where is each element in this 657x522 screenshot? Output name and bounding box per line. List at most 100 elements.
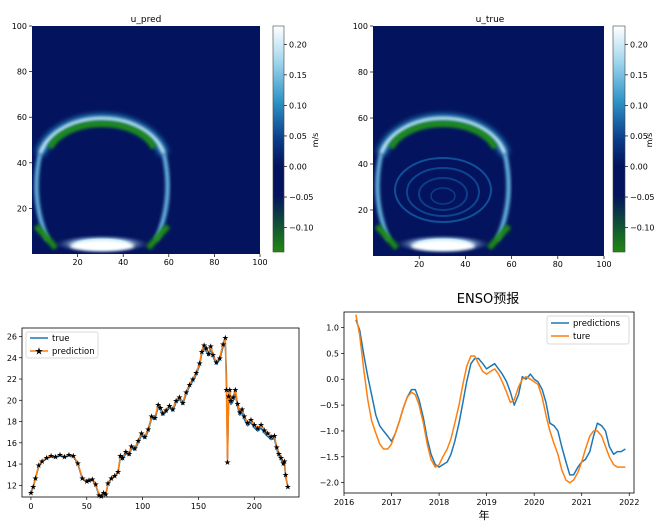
- x-axis-ticks: 0 50 100 150 200: [28, 497, 262, 511]
- prediction-marker: ★: [223, 386, 230, 395]
- prediction-marker: ★: [273, 443, 280, 452]
- x-tick-label: 200: [247, 502, 262, 511]
- prediction-marker: ★: [254, 424, 261, 433]
- x-tick-label: 40: [118, 258, 128, 267]
- y-axis-ticks: 20 40 60 80 100: [12, 22, 32, 213]
- series-line-ture: [355, 314, 626, 484]
- y-tick-label: −1.0: [320, 427, 339, 436]
- y-tick-label: 26: [7, 333, 17, 342]
- legend-label-predictions: predictions: [573, 319, 621, 329]
- series-line-true: [30, 342, 289, 498]
- heatmap-title: u_true: [476, 15, 505, 25]
- prediction-marker: ★: [281, 457, 288, 466]
- prediction-marker: ★: [135, 437, 142, 446]
- y-tick-label: 18: [7, 418, 17, 427]
- prediction-marker: ★: [131, 444, 138, 453]
- x-tick-label: 20: [73, 258, 83, 267]
- prediction-marker: ★: [234, 399, 241, 408]
- prediction-marker: ★: [232, 386, 239, 395]
- x-tick-label: 2020: [524, 498, 544, 507]
- prediction-marker: ★: [241, 412, 248, 421]
- prediction-marker: ★: [169, 405, 176, 414]
- colorbar-label: m/s: [311, 133, 320, 148]
- prediction-marker: ★: [83, 477, 90, 486]
- colorbar-ticks: 0.20 0.15 0.10 0.05 0.00 −0.05 −0.10: [625, 40, 655, 233]
- prediction-marker: ★: [216, 354, 223, 363]
- x-tick-label: 2021: [572, 498, 592, 507]
- prediction-marker: ★: [104, 479, 111, 488]
- prediction-marker: ★: [65, 450, 72, 459]
- prediction-marker: ★: [280, 459, 287, 468]
- prediction-marker: ★: [244, 419, 251, 428]
- prediction-marker: ★: [102, 490, 109, 499]
- x-axis-ticks: 2016 2017 2018 2019 2020 2021 2022: [334, 493, 639, 507]
- colorbar-tick-label: 0.20: [630, 40, 648, 49]
- prediction-marker: ★: [35, 461, 42, 470]
- series-lines: [355, 314, 626, 484]
- x-tick-label: 2019: [476, 498, 496, 507]
- prediction-marker: ★: [159, 409, 166, 418]
- prediction-marker: ★: [247, 415, 254, 424]
- prediction-marker: ★: [225, 392, 232, 401]
- prediction-marker: ★: [100, 489, 107, 498]
- y-tick-label: 20: [17, 204, 27, 213]
- y-tick-label: 20: [358, 206, 368, 215]
- prediction-marker: ★: [151, 413, 158, 422]
- x-tick-label: 20: [414, 260, 424, 269]
- prediction-marker: ★: [257, 421, 264, 430]
- x-tick-label: 2016: [334, 498, 354, 507]
- prediction-marker: ★: [85, 476, 92, 485]
- prediction-marker: ★: [56, 450, 63, 459]
- prediction-marker: ★: [251, 421, 258, 430]
- legend: predictions ture: [546, 315, 630, 345]
- y-tick-label: 20: [7, 396, 17, 405]
- x-tick-label: 100: [252, 258, 267, 267]
- colorbar-tick-label: −0.05: [630, 193, 655, 202]
- x-tick-label: 2018: [429, 498, 449, 507]
- y-axis-ticks: 20 40 60 80 100: [353, 22, 373, 215]
- prediction-marker: ★: [284, 482, 291, 491]
- colorbar-tick-label: 0.00: [289, 162, 307, 171]
- legend: true ★ prediction: [25, 331, 99, 359]
- y-tick-label: 60: [358, 114, 368, 123]
- prediction-marker: ★: [186, 380, 193, 389]
- prediction-marker: ★: [179, 398, 186, 407]
- x-tick-label: 40: [460, 260, 470, 269]
- x-tick-label: 150: [191, 502, 206, 511]
- colorbar-tick-label: 0.05: [630, 132, 648, 141]
- prediction-marker: ★: [227, 396, 234, 405]
- colorbar-tick-label: 0.10: [630, 101, 648, 110]
- y-tick-label: 12: [7, 481, 17, 490]
- x-tick-label: 2017: [381, 498, 401, 507]
- x-tick-label: 2022: [619, 498, 639, 507]
- y-tick-label: −1.5: [320, 453, 339, 462]
- prediction-marker: ★: [47, 452, 54, 461]
- prediction-marker: ★: [108, 474, 115, 483]
- y-tick-label: 80: [358, 68, 368, 77]
- x-axis-label: 年: [479, 508, 490, 522]
- prediction-marker: ★: [189, 375, 196, 384]
- y-tick-label: 60: [17, 113, 27, 122]
- prediction-marker: ★: [200, 341, 207, 350]
- prediction-marker: ★: [205, 350, 212, 359]
- prediction-marker: ★: [236, 408, 243, 417]
- prediction-marker: ★: [98, 492, 105, 501]
- prediction-marker: ★: [117, 452, 124, 461]
- y-tick-label: −0.5: [320, 401, 339, 410]
- y-tick-label: 0.5: [326, 349, 339, 358]
- y-tick-label: −2.0: [320, 479, 339, 488]
- colorbar-tick-label: 0.05: [289, 132, 307, 141]
- y-axis-ticks: 1.0 0.5 0.0 −0.5 −1.0 −1.5 −2.0: [320, 324, 344, 488]
- series-line-prediction: [30, 336, 289, 497]
- prediction-marker: ★: [222, 334, 229, 343]
- colorbar-tick-label: −0.10: [289, 224, 314, 233]
- prediction-marker: ★: [213, 358, 220, 367]
- prediction-marker: ★: [114, 467, 121, 476]
- wave-rings: [33, 114, 171, 254]
- x-tick-label: 100: [596, 260, 611, 269]
- prediction-marker: ★: [141, 432, 148, 441]
- colorbar-tick-label: 0.00: [630, 162, 648, 171]
- prediction-marker: ★: [61, 453, 68, 462]
- colorbar-tick-label: 0.15: [289, 71, 307, 80]
- colorbar-label: m/s: [645, 133, 654, 148]
